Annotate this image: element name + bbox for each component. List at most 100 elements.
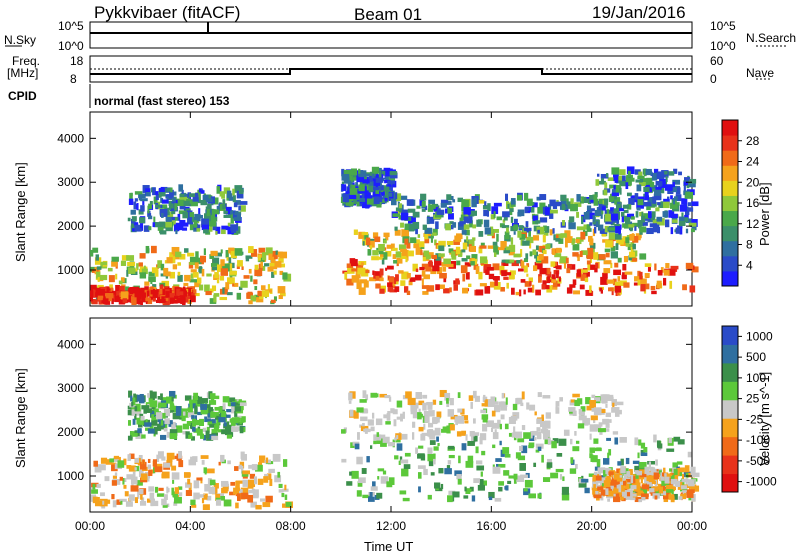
- data-cell: [685, 191, 694, 199]
- data-cell: [157, 260, 163, 269]
- data-cell: [446, 194, 452, 201]
- data-cell: [632, 235, 639, 243]
- data-cell: [424, 227, 433, 234]
- data-cell: [400, 209, 409, 216]
- data-cell: [203, 213, 211, 222]
- data-cell: [536, 196, 541, 201]
- data-cell: [510, 198, 516, 205]
- data-cell: [139, 461, 147, 470]
- data-cell: [114, 293, 118, 298]
- data-cell: [648, 475, 655, 483]
- data-cell: [96, 271, 101, 279]
- data-cell: [628, 198, 635, 205]
- data-cell: [394, 286, 400, 292]
- data-cell: [454, 470, 462, 476]
- colorbar-cell: [722, 210, 738, 227]
- data-cell: [411, 402, 419, 409]
- data-cell: [581, 216, 584, 225]
- data-cell: [572, 244, 580, 251]
- data-cell: [537, 206, 543, 214]
- data-cell: [680, 493, 687, 500]
- data-cell: [626, 166, 635, 175]
- data-cell: [450, 195, 454, 200]
- data-cell: [251, 464, 258, 471]
- data-cell: [207, 468, 215, 474]
- data-cell: [598, 198, 606, 205]
- data-cell: [597, 467, 606, 474]
- data-cell: [183, 200, 190, 207]
- data-cell: [378, 248, 384, 255]
- data-cell: [160, 434, 167, 440]
- data-cell: [216, 186, 220, 194]
- data-cell: [165, 211, 174, 219]
- data-cell: [553, 234, 556, 241]
- data-cell: [609, 193, 614, 201]
- data-cell: [572, 279, 577, 285]
- data-cell: [207, 212, 216, 221]
- data-cell: [208, 219, 217, 227]
- data-cell: [94, 466, 102, 473]
- data-cell: [351, 199, 357, 205]
- data-cell: [95, 502, 98, 506]
- colorbar-cell: [722, 225, 738, 242]
- data-cell: [119, 498, 127, 502]
- data-cell: [616, 204, 621, 212]
- data-cell: [461, 430, 467, 436]
- data-cell: [613, 208, 617, 217]
- data-cell: [496, 216, 502, 221]
- data-cell: [388, 277, 395, 284]
- data-cell: [545, 207, 550, 216]
- data-cell: [427, 208, 434, 212]
- data-cell: [593, 471, 598, 477]
- data-cell: [375, 183, 378, 188]
- data-cell: [469, 430, 475, 437]
- data-cell: [192, 419, 201, 426]
- data-cell: [149, 492, 155, 501]
- data-cell: [139, 500, 147, 506]
- data-cell: [663, 171, 668, 175]
- data-cell: [440, 202, 447, 208]
- data-cell: [436, 244, 440, 249]
- data-cell: [607, 177, 614, 181]
- data-cell: [136, 480, 143, 486]
- data-cell: [414, 274, 422, 281]
- data-cell: [660, 472, 664, 479]
- data-cell: [159, 288, 163, 295]
- data-cell: [667, 196, 670, 200]
- data-cell: [243, 275, 250, 279]
- data-cell: [630, 475, 634, 484]
- data-cell: [362, 241, 365, 246]
- data-cell: [273, 270, 277, 275]
- data-cell: [137, 394, 142, 402]
- data-cell: [499, 265, 505, 271]
- data-cell: [435, 253, 441, 261]
- data-cell: [483, 264, 492, 270]
- data-cell: [577, 254, 580, 262]
- data-cell: [171, 220, 176, 226]
- data-cell: [384, 395, 391, 399]
- data-cell: [275, 250, 279, 255]
- data-cell: [666, 491, 670, 500]
- data-cell: [344, 272, 348, 280]
- data-cell: [684, 217, 689, 223]
- data-cell: [187, 407, 193, 413]
- data-cell: [434, 427, 441, 436]
- data-cell: [245, 255, 253, 259]
- data-cell: [643, 201, 652, 207]
- data-cell: [222, 199, 226, 205]
- data-cell: [446, 263, 454, 268]
- data-cell: [515, 452, 521, 459]
- data-cell: [430, 268, 437, 275]
- data-cell: [189, 261, 196, 266]
- data-cell: [190, 273, 194, 279]
- data-cell: [165, 298, 169, 302]
- data-cell: [623, 480, 627, 486]
- data-cell: [623, 282, 630, 288]
- data-cell: [603, 470, 607, 477]
- data-cell: [407, 208, 416, 213]
- data-cell: [688, 222, 697, 227]
- data-cell: [509, 259, 515, 263]
- data-cell: [488, 273, 495, 280]
- data-cell: [427, 403, 433, 410]
- data-cell: [394, 455, 399, 460]
